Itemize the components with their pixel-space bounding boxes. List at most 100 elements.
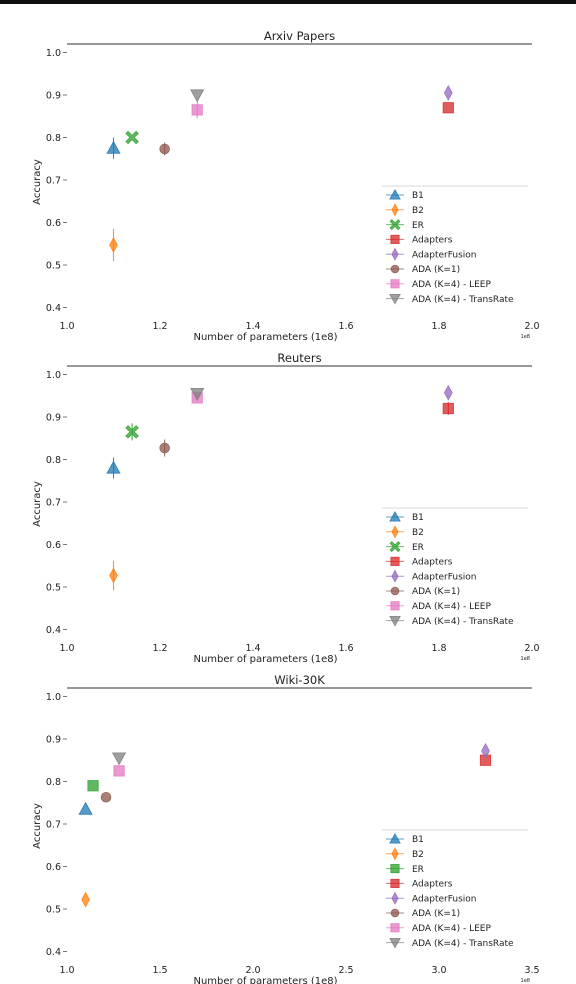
x-tick-label: 1.0	[59, 321, 74, 332]
legend-label: ADA (K=4) - LEEP	[412, 602, 491, 612]
legend-label: ER	[412, 865, 424, 875]
x-tick-label: 3.0	[431, 965, 446, 976]
data-point	[443, 384, 453, 401]
legend-label: ADA (K=1)	[412, 265, 460, 275]
data-point	[109, 237, 118, 254]
legend-label: B2	[412, 850, 424, 860]
legend-label: ER	[412, 221, 424, 231]
legend-marker	[389, 294, 401, 305]
legend-marker	[390, 556, 400, 566]
x-tick-label: 2.0	[245, 965, 260, 976]
data-point	[78, 801, 93, 815]
chart-panel: Wiki-30K 0.4 0.5 0.6 0.7 0.8 0.9 1.0 1.0 1.5 2.0 2.…	[32, 673, 540, 984]
x-tick-label: 2.5	[338, 965, 353, 976]
y-axis-label: Accuracy	[32, 159, 43, 205]
legend-label: AdapterFusion	[412, 250, 477, 260]
y-tick-label: 0.9	[46, 413, 61, 424]
legend-label: B2	[412, 528, 424, 538]
y-tick-label: 0.4	[46, 625, 61, 636]
data-point	[443, 84, 453, 101]
legend-marker	[391, 569, 399, 583]
legend-label: ADA (K=4) - TransRate	[412, 295, 514, 305]
data-point	[442, 102, 454, 114]
legend-label: AdapterFusion	[412, 572, 477, 582]
data-point	[191, 104, 203, 116]
legend-marker	[391, 247, 399, 261]
x-tick-label: 1.0	[59, 643, 74, 654]
legend-marker	[389, 938, 401, 949]
y-axis-label: Accuracy	[32, 481, 43, 527]
y-tick-label: 0.9	[46, 735, 61, 746]
top-border	[0, 0, 576, 4]
chart-panel: Arxiv Papers 0.4 0.5 0.6 0.7 0.8 0.9 1.0 1.0 1.2 1…	[32, 29, 540, 343]
x-axis-label: Number of parameters (1e8)	[193, 332, 337, 343]
x-tick-label: 2.0	[524, 643, 539, 654]
x-tick-label: 1.0	[59, 965, 74, 976]
legend-marker	[389, 219, 401, 231]
legend-marker	[390, 264, 400, 274]
x-tick-label: 1.4	[245, 643, 260, 654]
legend-marker	[390, 601, 400, 611]
legend-label: Adapters	[412, 880, 453, 890]
y-tick-label: 0.4	[46, 947, 61, 958]
legend-label: B1	[412, 513, 424, 523]
legend-label: ADA (K=1)	[412, 909, 460, 919]
legend-label: ADA (K=1)	[412, 587, 460, 597]
x-tick-label: 1.2	[152, 321, 167, 332]
y-tick-label: 0.6	[46, 862, 61, 873]
y-tick-label: 1.0	[46, 370, 61, 381]
legend-label: ADA (K=4) - LEEP	[412, 280, 491, 290]
y-tick-label: 0.6	[46, 540, 61, 551]
y-tick-label: 0.4	[46, 303, 61, 314]
legend-label: B1	[412, 835, 424, 845]
y-tick-label: 0.5	[46, 905, 61, 916]
legend-marker	[390, 586, 400, 596]
data-point	[81, 891, 90, 908]
x-tick-label: 1.4	[245, 321, 260, 332]
data-point	[87, 780, 99, 792]
y-tick-label: 0.5	[46, 583, 61, 594]
data-point	[442, 402, 454, 415]
y-tick-label: 0.6	[46, 218, 61, 229]
y-axis-label: Accuracy	[32, 803, 43, 849]
data-point	[113, 765, 125, 777]
legend-label: ADA (K=4) - TransRate	[412, 939, 514, 949]
y-tick-label: 1.0	[46, 48, 61, 59]
legend-marker	[390, 878, 400, 888]
legend-marker	[390, 923, 400, 933]
legend-marker	[391, 525, 399, 539]
legend-marker	[390, 908, 400, 918]
legend-label: ER	[412, 543, 424, 553]
legend-label: B2	[412, 206, 424, 216]
legend-marker	[391, 847, 399, 861]
x-tick-label: 3.5	[524, 965, 539, 976]
chart-panel: Reuters 0.4 0.5 0.6 0.7 0.8 0.9 1.0 1.0 1.2 1.4 1.6…	[32, 351, 540, 665]
chart-title: Arxiv Papers	[264, 29, 335, 43]
y-tick-label: 0.8	[46, 133, 61, 144]
data-point	[190, 89, 205, 103]
x-tick-label: 1.6	[338, 643, 353, 654]
legend-marker	[389, 832, 401, 844]
legend-marker	[389, 616, 401, 627]
y-tick-label: 0.5	[46, 261, 61, 272]
x-axis-label: Number of parameters (1e8)	[193, 654, 337, 665]
data-point	[125, 130, 139, 145]
legend-label: Adapters	[412, 236, 453, 246]
data-point	[109, 567, 118, 584]
legend-marker	[391, 203, 399, 217]
y-tick-label: 0.7	[46, 176, 61, 187]
legend-marker	[389, 541, 401, 553]
legend-marker	[390, 234, 400, 244]
data-point	[100, 791, 112, 803]
data-point	[106, 140, 121, 154]
x-tick-label: 2.0	[524, 321, 539, 332]
data-point	[125, 425, 139, 439]
axis-offset-text: 1e8	[521, 656, 530, 662]
x-tick-label: 1.2	[152, 643, 167, 654]
legend-label: ADA (K=4) - LEEP	[412, 924, 491, 934]
chart-title: Wiki-30K	[274, 673, 325, 687]
x-tick-label: 1.8	[431, 321, 446, 332]
legend-marker	[390, 279, 400, 289]
data-point	[481, 742, 490, 759]
